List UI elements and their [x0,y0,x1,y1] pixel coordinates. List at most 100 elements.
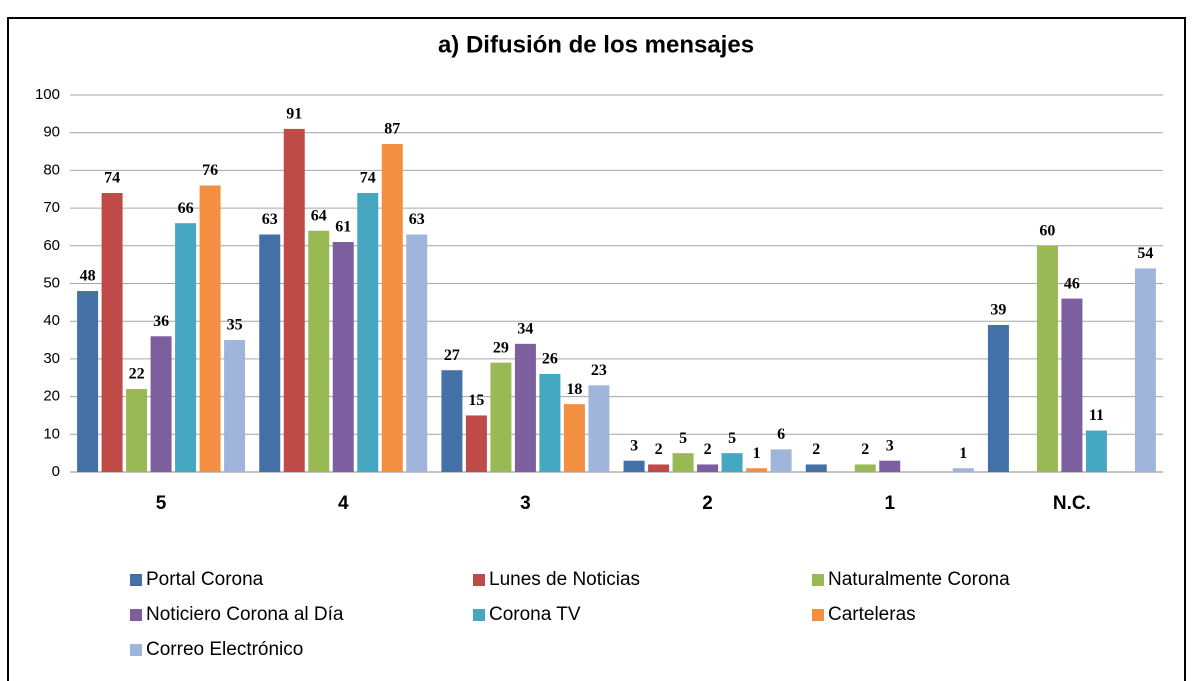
legend-label: Correo Electrónico [146,639,303,660]
x-tick-label: 1 [884,493,895,514]
bar [952,468,974,472]
y-tick-label: 30 [43,350,60,367]
bar [854,464,876,472]
bar [623,460,645,472]
bar [721,453,743,472]
bar [77,291,99,472]
value-label: 29 [493,339,509,356]
value-label: 64 [311,207,327,224]
value-label: 1 [753,445,761,462]
bar [648,464,670,472]
bar [1085,430,1107,472]
value-label: 18 [566,381,582,398]
value-label: 2 [861,441,869,458]
value-label: 60 [1039,222,1055,239]
bar [101,193,123,472]
bar [805,464,827,472]
bar [746,468,768,472]
bar [987,324,1009,472]
value-label: 36 [153,313,169,330]
y-tick-label: 90 [43,124,60,141]
bar [406,234,428,472]
x-tick-label: 4 [338,493,349,514]
value-label: 39 [990,302,1006,319]
legend-label: Lunes de Noticias [489,569,640,590]
y-tick-label: 0 [52,463,60,480]
x-tick-label: N.C. [1053,493,1091,514]
bar [126,389,148,472]
value-label: 3 [886,437,894,454]
bar [514,343,536,472]
bar [672,453,694,472]
bar [465,415,487,472]
value-label: 2 [704,441,712,458]
bar [332,242,354,472]
y-tick-label: 60 [43,237,60,254]
y-tick-label: 40 [43,312,60,329]
legend-swatch [812,574,824,586]
bar [490,362,512,472]
bar [357,193,379,472]
value-label: 26 [542,351,558,368]
bar [697,464,719,472]
bar [1134,268,1156,472]
value-label: 2 [812,441,820,458]
value-label: 74 [360,170,376,187]
value-label: 6 [777,426,785,443]
bar [150,336,172,472]
value-label: 76 [202,162,218,179]
value-label: 54 [1137,245,1153,262]
value-label: 5 [679,430,687,447]
x-tick-label: 5 [156,493,167,514]
value-label: 61 [335,219,351,236]
chart-frame [7,17,1186,681]
value-label: 35 [227,317,243,334]
value-label: 15 [468,392,484,409]
bar [588,385,610,472]
legend-swatch [812,609,824,621]
value-label: 5 [728,430,736,447]
x-tick-label: 2 [702,493,713,514]
bar [879,460,901,472]
bar [175,223,197,472]
legend-label: Noticiero Corona al Día [146,604,344,625]
legend-label: Carteleras [828,604,916,625]
value-label: 46 [1064,275,1080,292]
value-label: 27 [444,347,460,364]
value-label: 63 [262,211,278,228]
y-tick-label: 80 [43,161,60,178]
value-label: 74 [104,170,120,187]
bar [259,234,281,472]
value-label: 11 [1089,407,1104,424]
legend-label: Portal Corona [146,569,264,590]
y-tick-label: 50 [43,274,60,291]
y-tick-label: 20 [43,388,60,405]
value-label: 87 [384,121,400,138]
value-label: 3 [630,437,638,454]
legend-label: Naturalmente Corona [828,569,1010,590]
bar [283,128,305,472]
value-label: 2 [655,441,663,458]
bar [770,449,792,472]
bar [1036,245,1058,472]
bar [1061,298,1083,472]
bar [563,404,585,472]
value-label: 34 [517,320,533,337]
value-label: 66 [178,200,194,217]
bar [381,144,403,472]
bar [199,185,221,473]
value-label: 91 [286,106,302,123]
legend-swatch [130,644,142,656]
bar [539,373,561,472]
legend-label: Corona TV [489,604,581,625]
y-tick-label: 10 [43,425,60,442]
y-tick-label: 70 [43,199,60,216]
value-label: 1 [959,445,967,462]
x-tick-label: 3 [520,493,531,514]
value-label: 63 [409,211,425,228]
bar [224,340,246,472]
legend-swatch [473,574,485,586]
value-label: 23 [591,362,607,379]
chart-title: a) Difusión de los mensajes [438,31,754,58]
